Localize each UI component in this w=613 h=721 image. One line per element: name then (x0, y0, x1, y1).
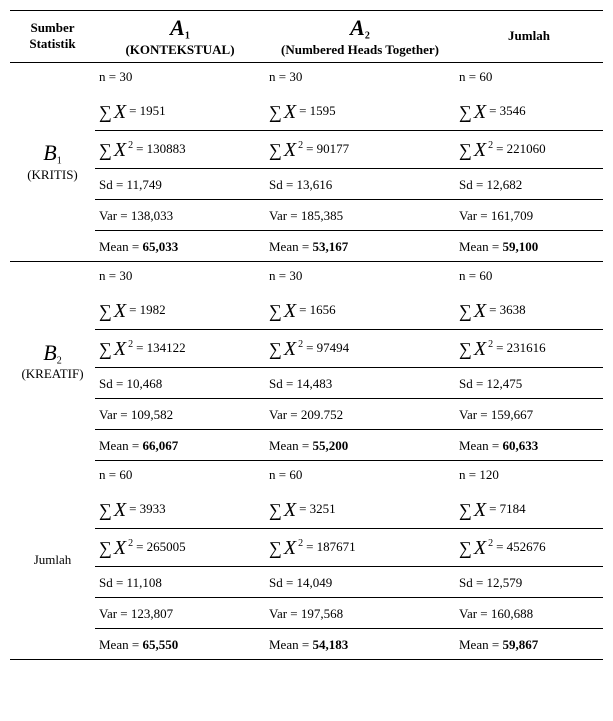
b2-j-mean: Mean = 60,633 (455, 430, 603, 461)
cell-b1-a2: n = 30 ∑X= 1595 ∑X2= 90177 Sd = 13,616 V… (265, 62, 455, 261)
jum-a2-n: n = 60 (265, 461, 455, 491)
jum-j-sd: Sd = 12,579 (455, 567, 603, 598)
b1-a1-mean: Mean = 65,033 (95, 231, 265, 261)
jum-a1-sx2: ∑X2= 265005 (95, 529, 265, 567)
b1-a1-sx: ∑X= 1951 (95, 93, 265, 131)
header-a2: A2 (Numbered Heads Together) (265, 11, 455, 63)
jum-a2-sx2: ∑X2= 187671 (265, 529, 455, 567)
b1-j-n: n = 60 (455, 63, 603, 93)
b1-a1-n: n = 30 (95, 63, 265, 93)
b2-a1-n: n = 30 (95, 262, 265, 292)
b1-a2-sx2: ∑X2= 90177 (265, 131, 455, 169)
b1-j-mean: Mean = 59,100 (455, 231, 603, 261)
cell-b2-a1: n = 30 ∑X= 1982 ∑X2= 134122 Sd = 10,468 … (95, 261, 265, 461)
jum-a1-sd: Sd = 11,108 (95, 567, 265, 598)
jum-a1-var: Var = 123,807 (95, 598, 265, 629)
header-a1: A1 (KONTEKSTUAL) (95, 11, 265, 63)
cell-b2-a2: n = 30 ∑X= 1656 ∑X2= 97494 Sd = 14,483 V… (265, 261, 455, 461)
b2-j-var: Var = 159,667 (455, 399, 603, 430)
jum-j-mean: Mean = 59,867 (455, 629, 603, 659)
jum-j-var: Var = 160,688 (455, 598, 603, 629)
b1-a1-var: Var = 138,033 (95, 200, 265, 231)
jum-j-sx2: ∑X2= 452676 (455, 529, 603, 567)
b1-a2-sx: ∑X= 1595 (265, 93, 455, 131)
header-jumlah-text: Jumlah (508, 28, 550, 43)
header-a1-symbol: A (170, 15, 185, 40)
b1-j-sd: Sd = 12,682 (455, 169, 603, 200)
b2-a2-n: n = 30 (265, 262, 455, 292)
jum-a1-n: n = 60 (95, 461, 265, 491)
b1-a2-var: Var = 185,385 (265, 200, 455, 231)
header-a2-sub: 2 (365, 31, 370, 42)
b2-a1-var: Var = 109,582 (95, 399, 265, 430)
b2-a2-var: Var = 209.752 (265, 399, 455, 430)
b2-j-sd: Sd = 12,475 (455, 368, 603, 399)
cell-jumlah-j: n = 120 ∑X= 7184 ∑X2= 452676 Sd = 12,579… (455, 461, 603, 660)
header-sumber-l2: Statistik (10, 36, 95, 52)
b1-j-sx: ∑X= 3546 (455, 93, 603, 131)
header-sumber-l1: Sumber (10, 20, 95, 36)
row-jumlah-label: Jumlah (10, 461, 95, 660)
b2-a1-mean: Mean = 66,067 (95, 430, 265, 461)
b2-label: (KREATIF) (10, 366, 95, 382)
header-a1-sub: 1 (185, 31, 190, 42)
jum-a2-mean: Mean = 54,183 (265, 629, 455, 659)
b1-a1-sx2: ∑X2= 130883 (95, 131, 265, 169)
jumlah-label: Jumlah (34, 552, 72, 567)
header-jumlah: Jumlah (455, 11, 603, 63)
cell-jumlah-a1: n = 60 ∑X= 3933 ∑X2= 265005 Sd = 11,108 … (95, 461, 265, 660)
jum-a2-sx: ∑X= 3251 (265, 491, 455, 529)
b2-a2-mean: Mean = 55,200 (265, 430, 455, 461)
jum-j-sx: ∑X= 7184 (455, 491, 603, 529)
row-b2-label: B2 (KREATIF) (10, 261, 95, 461)
b2-a2-sx2: ∑X2= 97494 (265, 330, 455, 368)
row-b1-label: B1 (KRITIS) (10, 62, 95, 261)
b2-a1-sx: ∑X= 1982 (95, 292, 265, 330)
b1-label: (KRITIS) (10, 167, 95, 183)
b1-j-var: Var = 161,709 (455, 200, 603, 231)
header-a2-label: (Numbered Heads Together) (265, 42, 455, 58)
anova-summary-table: Sumber Statistik A1 (KONTEKSTUAL) A2 (Nu… (10, 10, 603, 660)
jum-a2-var: Var = 197,568 (265, 598, 455, 629)
header-sumber: Sumber Statistik (10, 11, 95, 63)
cell-b2-j: n = 60 ∑X= 3638 ∑X2= 231616 Sd = 12,475 … (455, 261, 603, 461)
jum-j-n: n = 120 (455, 461, 603, 491)
b1-a2-n: n = 30 (265, 63, 455, 93)
b2-a1-sx2: ∑X2= 134122 (95, 330, 265, 368)
b1-j-sx2: ∑X2= 221060 (455, 131, 603, 169)
b2-j-n: n = 60 (455, 262, 603, 292)
b2-a2-sx: ∑X= 1656 (265, 292, 455, 330)
b2-j-sx2: ∑X2= 231616 (455, 330, 603, 368)
cell-b1-a1: n = 30 ∑X= 1951 ∑X2= 130883 Sd = 11,749 … (95, 62, 265, 261)
b1-symbol: B (43, 140, 56, 165)
b1-sub: 1 (57, 156, 62, 167)
header-a2-symbol: A (350, 15, 365, 40)
b2-sub: 2 (57, 355, 62, 366)
b1-a1-sd: Sd = 11,749 (95, 169, 265, 200)
b2-symbol: B (43, 340, 56, 365)
b1-a2-mean: Mean = 53,167 (265, 231, 455, 261)
b2-j-sx: ∑X= 3638 (455, 292, 603, 330)
header-a1-label: (KONTEKSTUAL) (95, 42, 265, 58)
cell-jumlah-a2: n = 60 ∑X= 3251 ∑X2= 187671 Sd = 14,049 … (265, 461, 455, 660)
jum-a2-sd: Sd = 14,049 (265, 567, 455, 598)
b2-a1-sd: Sd = 10,468 (95, 368, 265, 399)
jum-a1-mean: Mean = 65,550 (95, 629, 265, 659)
b1-a2-sd: Sd = 13,616 (265, 169, 455, 200)
jum-a1-sx: ∑X= 3933 (95, 491, 265, 529)
cell-b1-j: n = 60 ∑X= 3546 ∑X2= 221060 Sd = 12,682 … (455, 62, 603, 261)
b2-a2-sd: Sd = 14,483 (265, 368, 455, 399)
